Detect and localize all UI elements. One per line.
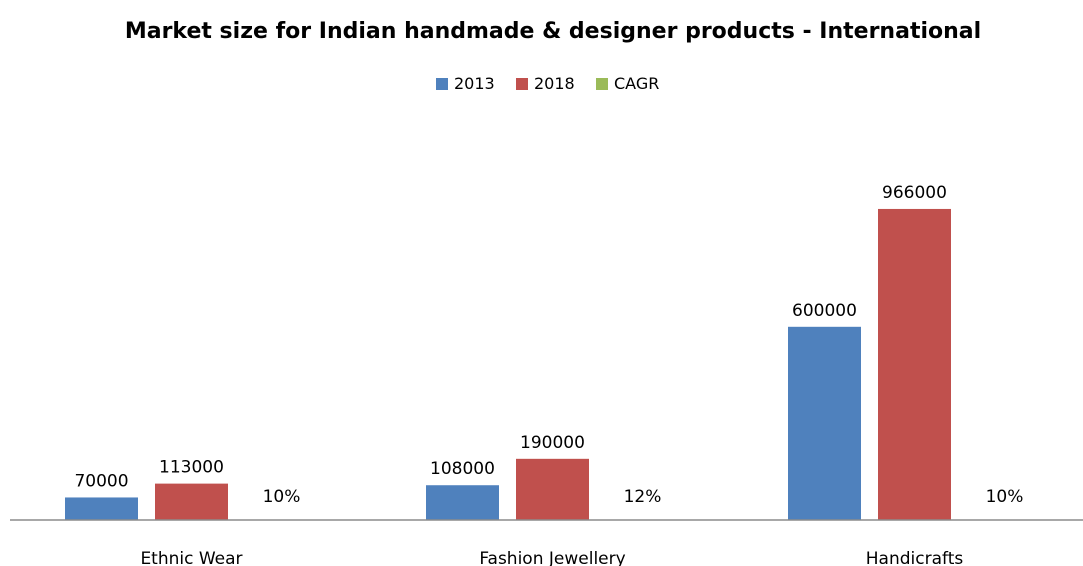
legend-swatch-2013 (436, 78, 448, 90)
chart-title: Market size for Indian handmade & design… (125, 19, 981, 44)
data-label-cagr-2: 10% (986, 487, 1024, 507)
category-label-2: Handicrafts (866, 549, 964, 566)
data-label-2013-1: 108000 (430, 459, 495, 479)
data-label-2013-0: 70000 (74, 471, 128, 491)
data-label-cagr-0: 10% (263, 487, 301, 507)
data-label-2018-1: 190000 (520, 433, 585, 453)
data-label-2018-0: 113000 (159, 458, 224, 478)
data-label-2013-2: 600000 (792, 301, 857, 321)
bar-2018-0 (155, 483, 228, 520)
legend-swatch-2018 (516, 78, 528, 90)
data-label-2018-2: 966000 (882, 183, 947, 203)
legend-label-2018: 2018 (534, 74, 575, 93)
data-labels-group: 70000 113000 10% 108000 190000 12% 600000 96600… (74, 183, 1023, 507)
bar-2018-1 (516, 458, 589, 520)
legend-label-cagr: CAGR (614, 74, 659, 93)
legend-label-2013: 2013 (454, 74, 495, 93)
data-label-cagr-1: 12% (624, 487, 662, 507)
bar-2018-2 (878, 208, 951, 520)
bars-group (65, 208, 951, 520)
legend-swatch-cagr (596, 78, 608, 90)
bar-2013-1 (426, 485, 499, 520)
category-labels-group: Ethnic Wear Fashion Jewellery Handicrafts (140, 549, 963, 566)
category-label-1: Fashion Jewellery (479, 549, 625, 566)
bar-2013-2 (788, 326, 861, 520)
bar-2013-0 (65, 497, 138, 520)
chart-legend: 2013 2018 CAGR (436, 74, 659, 93)
category-label-0: Ethnic Wear (140, 549, 242, 566)
